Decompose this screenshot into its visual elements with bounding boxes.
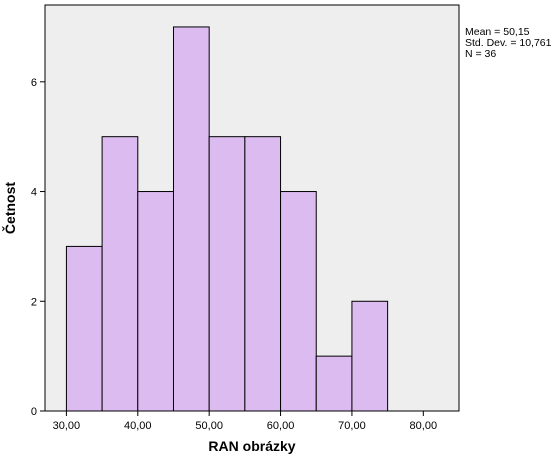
y-axis: 0 2 4 6	[31, 77, 45, 418]
x-tick-label: 30,00	[53, 420, 81, 432]
histogram-bar-6	[244, 136, 282, 412]
x-axis-title: RAN obrázky	[208, 438, 295, 454]
x-axis: 30,00 40,00 50,00 60,00 70,00 80,00	[53, 411, 437, 432]
histogram-bar-2	[101, 136, 139, 412]
histogram-bars	[65, 26, 389, 412]
stat-std-dev: Std. Dev. = 10,761	[465, 37, 552, 49]
x-tick-label: 80,00	[410, 420, 438, 432]
histogram-bar-3	[137, 191, 174, 412]
x-tick-label: 60,00	[267, 420, 295, 432]
x-tick-label: 50,00	[195, 420, 223, 432]
histogram-bar-5	[208, 136, 246, 412]
y-tick-label: 2	[31, 296, 37, 308]
histogram-bar-8	[315, 355, 353, 412]
y-axis-title: Četnost	[1, 182, 18, 234]
y-tick-label: 6	[31, 77, 37, 89]
y-tick-label: 0	[31, 406, 37, 418]
histogram-bar-4	[172, 26, 210, 412]
y-tick-label: 4	[31, 187, 37, 199]
histogram-bar-7	[280, 191, 317, 412]
x-tick-label: 40,00	[124, 420, 152, 432]
histogram-bar-9	[351, 300, 389, 412]
x-tick-label: 70,00	[338, 420, 366, 432]
stat-n: N = 36	[465, 48, 496, 60]
histogram-bar-1	[65, 245, 103, 412]
stats-box: Mean = 50,15 Std. Dev. = 10,761 N = 36	[465, 26, 552, 60]
stat-mean: Mean = 50,15	[465, 26, 530, 38]
